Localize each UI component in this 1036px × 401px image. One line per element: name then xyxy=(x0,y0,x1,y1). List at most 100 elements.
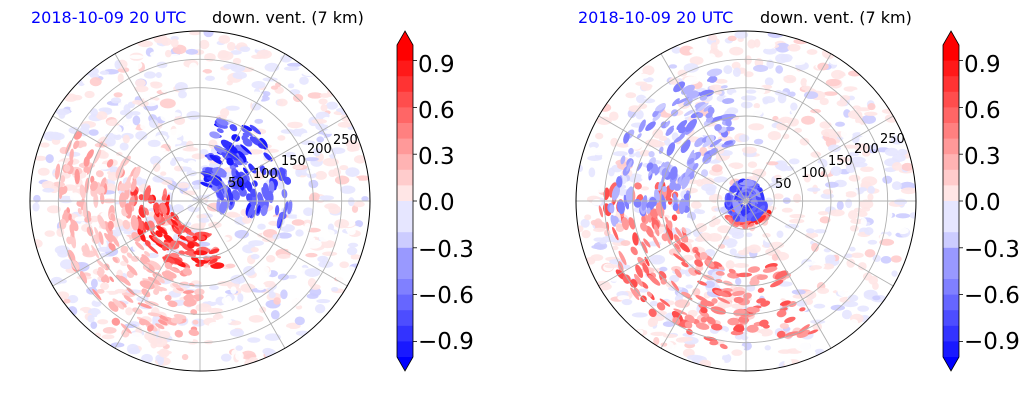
field-cell xyxy=(209,131,221,139)
field-cell xyxy=(132,115,141,126)
field-cell xyxy=(274,204,280,216)
field-cell xyxy=(245,341,261,351)
field-cell xyxy=(300,140,316,146)
field-cell xyxy=(867,185,875,194)
field-cell xyxy=(762,324,770,329)
field-cell xyxy=(689,56,704,65)
field-cell xyxy=(867,102,876,111)
field-cell xyxy=(721,113,737,120)
field-cell xyxy=(669,166,678,181)
field-cell xyxy=(675,337,687,343)
grid-spoke xyxy=(52,200,201,287)
field-cell xyxy=(648,308,657,318)
field-cell xyxy=(99,151,109,159)
field-cell xyxy=(76,200,84,207)
field-cell xyxy=(73,140,80,150)
field-cell xyxy=(617,199,625,215)
field-cell xyxy=(104,137,116,147)
field-cell xyxy=(831,69,845,80)
colorbar-segment xyxy=(943,169,959,186)
field-cell xyxy=(612,226,619,241)
field-cell xyxy=(660,278,668,285)
field-cell xyxy=(123,295,134,303)
field-cell xyxy=(146,252,159,259)
field-cell xyxy=(282,162,293,169)
field-cell xyxy=(252,327,266,338)
field-cell xyxy=(103,221,113,236)
field-cell xyxy=(70,232,77,249)
colorbar-segment xyxy=(397,263,413,280)
field-cell xyxy=(191,180,201,186)
colorbar-segment xyxy=(397,60,413,77)
field-cell xyxy=(775,53,789,64)
field-cell xyxy=(627,186,634,195)
colorbar-segment xyxy=(397,185,413,202)
cbar-tick-m0.9: −0.9 xyxy=(964,329,1020,355)
field-cell xyxy=(354,220,364,228)
field-cell xyxy=(645,121,656,131)
field-cell xyxy=(611,245,619,251)
field-cell xyxy=(733,263,749,269)
field-cell xyxy=(322,157,339,167)
field-cell xyxy=(287,274,297,279)
field-cell xyxy=(709,138,722,148)
field-cell xyxy=(779,323,789,330)
field-cell xyxy=(853,207,863,213)
field-cell xyxy=(100,282,110,290)
field-cell xyxy=(39,142,50,148)
field-cell xyxy=(177,182,189,189)
field-cell xyxy=(117,235,130,244)
field-cell xyxy=(671,46,682,54)
field-cell xyxy=(158,286,168,291)
field-cell xyxy=(108,223,112,232)
field-cell xyxy=(188,62,198,73)
field-cell xyxy=(819,216,831,224)
field-cell xyxy=(143,71,157,79)
field-cell xyxy=(254,265,270,275)
field-cell xyxy=(111,234,120,247)
field-cell xyxy=(628,147,634,155)
field-cell xyxy=(647,318,656,328)
field-cell xyxy=(188,329,200,336)
field-cell xyxy=(840,95,851,101)
field-cell xyxy=(287,83,295,89)
field-cell xyxy=(775,42,791,53)
field-cell xyxy=(618,250,627,266)
colorbar-segment xyxy=(397,169,413,186)
field-cell xyxy=(795,264,810,271)
field-cell xyxy=(232,162,239,168)
field-cell xyxy=(659,298,671,307)
field-cell xyxy=(261,236,276,243)
field-cell xyxy=(238,180,245,191)
field-cell xyxy=(745,352,759,362)
field-cell xyxy=(683,217,693,226)
field-cell xyxy=(806,136,821,144)
field-cell xyxy=(684,321,693,329)
field-cell xyxy=(819,97,829,106)
field-cell xyxy=(177,234,188,241)
field-cell xyxy=(95,164,111,170)
colorbar-segment xyxy=(397,279,413,296)
field-cell xyxy=(211,341,224,348)
field-cell xyxy=(106,159,114,168)
field-cell xyxy=(800,77,808,87)
field-cell xyxy=(593,227,606,233)
field-cell xyxy=(331,292,339,301)
field-cell xyxy=(299,76,309,85)
field-cell xyxy=(69,148,74,162)
field-cell xyxy=(90,108,98,117)
field-cell xyxy=(309,192,321,202)
field-cell xyxy=(880,255,892,264)
field-cell xyxy=(823,248,832,253)
field-cell xyxy=(256,49,272,59)
colorbar-segment xyxy=(943,154,959,171)
field-cell xyxy=(858,262,867,271)
field-cell xyxy=(322,251,338,257)
field-cell xyxy=(591,244,606,250)
field-cell xyxy=(806,49,818,55)
field-cell xyxy=(253,172,265,180)
field-cell xyxy=(219,199,228,215)
field-cell xyxy=(821,263,835,270)
field-cell xyxy=(588,141,599,149)
cbar-tick-0.0: 0.0 xyxy=(418,190,455,216)
